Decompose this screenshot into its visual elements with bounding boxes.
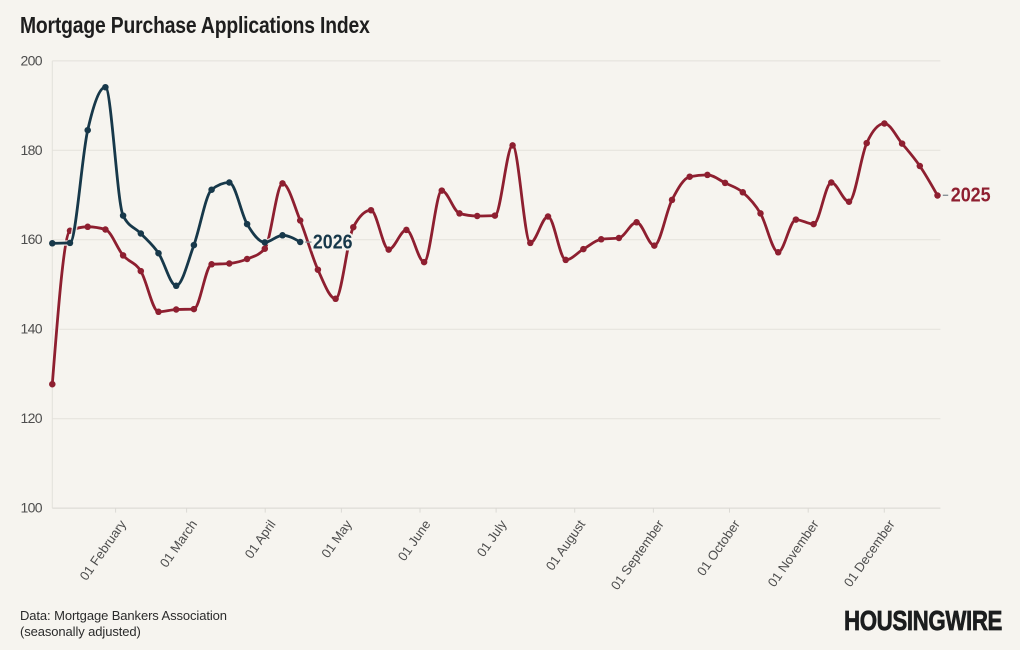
svg-text:120: 120 (20, 410, 42, 426)
svg-text:160: 160 (20, 231, 42, 247)
svg-text:100: 100 (20, 500, 42, 516)
svg-text:2026: 2026 (313, 230, 353, 253)
svg-text:200: 200 (20, 52, 42, 68)
svg-text:2025: 2025 (951, 183, 991, 206)
svg-text:180: 180 (20, 142, 42, 158)
svg-text:140: 140 (20, 321, 42, 337)
